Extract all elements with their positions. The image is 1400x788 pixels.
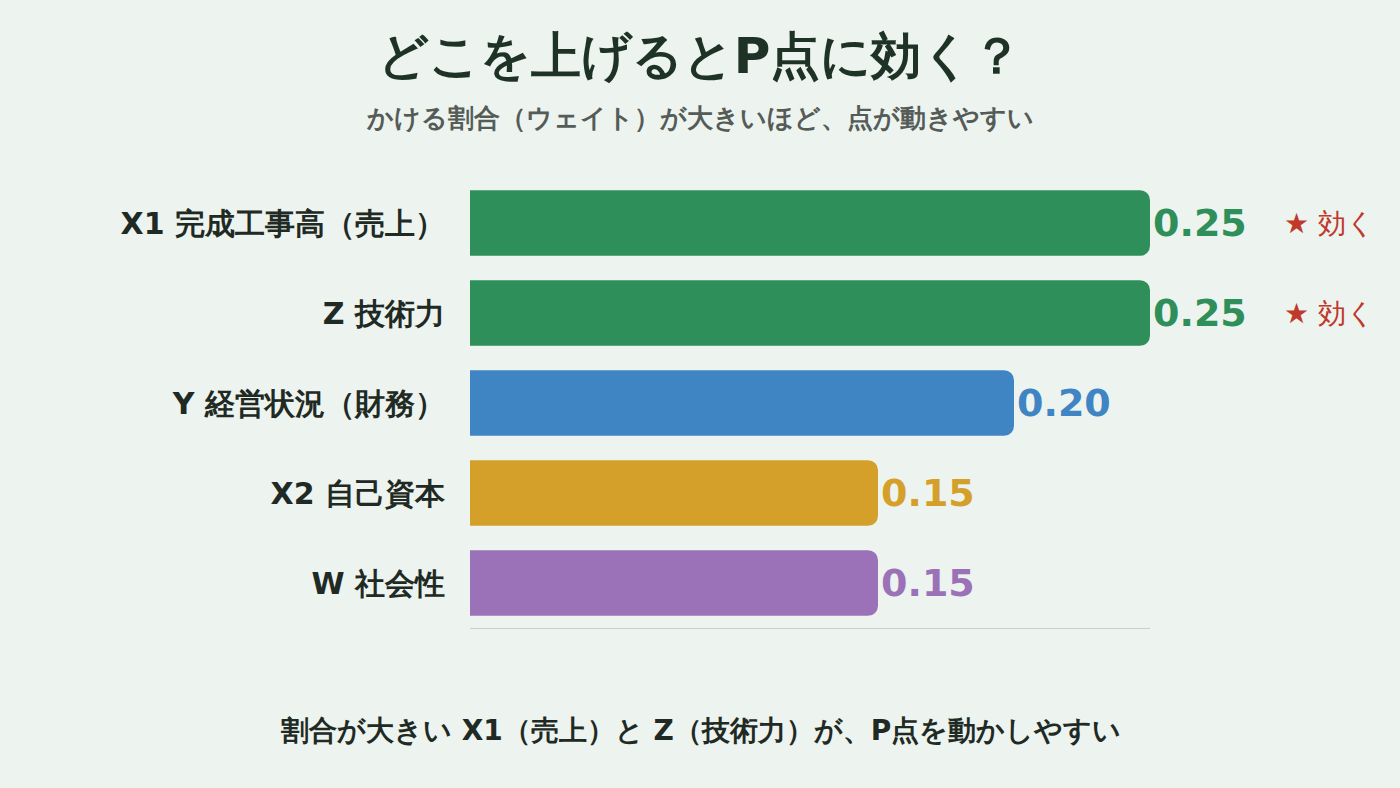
svg-text:0.20: 0.20 [1017,381,1111,425]
svg-text:0.25: 0.25 [1153,201,1247,245]
svg-text:★ 効く: ★ 効く [1284,297,1375,330]
svg-text:W 社会性: W 社会性 [311,566,445,601]
svg-text:かける割合（ウェイト）が大きいほど、点が動きやすい: かける割合（ウェイト）が大きいほど、点が動きやすい [366,103,1034,133]
svg-text:0.15: 0.15 [881,561,975,605]
svg-text:X1 完成工事高（売上）: X1 完成工事高（売上） [121,206,445,241]
svg-text:割合が大きい X1（売上）と Z（技術力）が、P点を動かしや: 割合が大きい X1（売上）と Z（技術力）が、P点を動かしやすい [280,714,1121,747]
svg-text:0.15: 0.15 [881,471,975,515]
svg-text:0.25: 0.25 [1153,291,1247,335]
svg-text:Z 技術力: Z 技術力 [323,296,445,331]
svg-text:どこを上げるとP点に効く？: どこを上げるとP点に効く？ [378,27,1023,85]
svg-text:X2 自己資本: X2 自己資本 [271,476,446,511]
svg-text:★ 効く: ★ 効く [1284,207,1375,240]
svg-text:Y 経営状況（財務）: Y 経営状況（財務） [172,386,445,421]
